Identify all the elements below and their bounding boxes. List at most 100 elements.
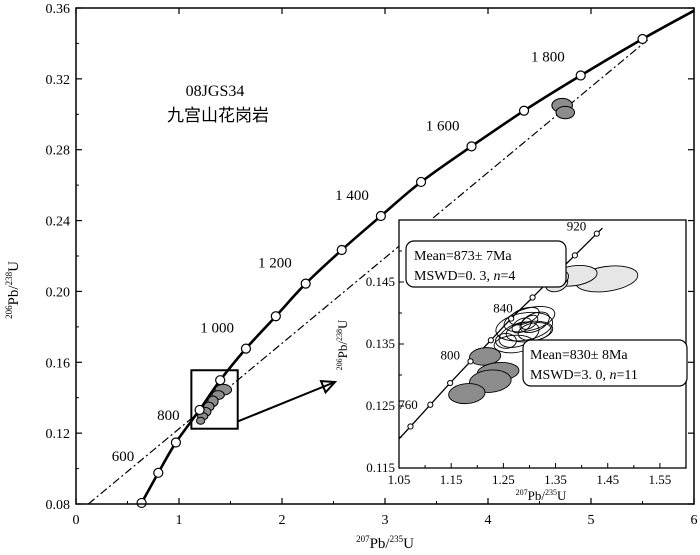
main-y-label-main: Pb/ — [6, 285, 22, 306]
inset-x-tick-label: 1.15 — [440, 472, 463, 487]
main-age-marker — [336, 244, 347, 256]
annotation-mean-lower-n-value: =11 — [616, 368, 637, 383]
inset-x-tick-label: 1.05 — [388, 472, 411, 487]
main-y-label-main2: U — [6, 261, 22, 272]
inset-x-label-sup2: 235 — [545, 488, 557, 497]
inset-age-marker — [593, 230, 600, 237]
main-y-tick-label: 0.12 — [46, 427, 71, 442]
inset-y-tick-label: 0.115 — [366, 460, 395, 475]
inset-x-axis-label: 207Pb/235U — [516, 488, 567, 503]
annotation-mean-upper: Mean=873± 7Ma MSWD=0. 3, n=4 — [405, 240, 567, 288]
inset-y-tick-label: 0.135 — [366, 336, 395, 351]
annotation-mean-lower: Mean=830± 8Ma MSWD=3. 0, n=11 — [522, 339, 688, 387]
zoom-box — [190, 369, 239, 430]
inset-x-tick-label: 1.55 — [649, 472, 672, 487]
main-y-tick-label: 0.20 — [46, 285, 71, 300]
main-age-marker — [215, 375, 226, 386]
annotation-mean-upper-n-value: =4 — [500, 269, 515, 284]
inset-x-label-main2: U — [557, 488, 567, 503]
main-age-label: 1 000 — [200, 321, 234, 337]
annotation-mean-lower-line1: Mean=830± 8Ma — [530, 348, 628, 363]
main-y-label-sup: 206 — [4, 305, 14, 319]
main-age-marker — [170, 437, 182, 448]
main-x-label-sup2: 235 — [390, 534, 404, 544]
inset-age-label: 760 — [398, 397, 418, 412]
main-y-tick-label: 0.24 — [46, 215, 71, 230]
annotation-mean-lower-line2: MSWD=3. 0, n=11 — [530, 368, 638, 383]
main-age-marker — [153, 467, 164, 478]
main-age-marker — [194, 404, 205, 416]
inset-age-marker — [571, 252, 578, 259]
inset-age-label: 920 — [567, 219, 587, 234]
main-x-tick-label: 2 — [279, 513, 286, 528]
inset-data-ellipse — [495, 333, 517, 349]
annotation-mean-lower-box — [522, 339, 688, 387]
main-age-marker — [136, 497, 147, 509]
inset-y-tick-label: 0.125 — [366, 398, 395, 413]
inset-age-marker — [487, 337, 494, 344]
main-age-label: 1 400 — [335, 188, 369, 204]
main-age-marker — [300, 278, 311, 289]
annotation-mean-lower-n: n — [609, 368, 616, 383]
main-x-tick-label: 3 — [382, 513, 389, 528]
main-age-marker — [575, 70, 586, 81]
main-discordia-line — [87, 39, 649, 505]
annotation-mean-upper-line1: Mean=873± 7Ma — [414, 249, 512, 264]
main-age-marker — [270, 311, 281, 322]
inset-data-ellipse — [448, 383, 486, 405]
annotation-mean-upper-n: n — [493, 269, 500, 284]
main-x-tick-label: 1 — [176, 513, 183, 528]
main-discordia-layer — [87, 39, 649, 505]
inset-y-label-sup2: 238 — [335, 329, 344, 341]
main-y-tick-label: 0.32 — [46, 73, 71, 88]
zoom-arrow-head-icon — [319, 379, 338, 395]
inset-y-tick-label: 0.145 — [366, 274, 395, 289]
main-y-tick-label: 0.36 — [46, 2, 71, 17]
annotation-mean-upper-line2: MSWD=0. 3, n=4 — [414, 269, 515, 284]
inset-age-marker — [508, 315, 515, 322]
inset-x-tick-label: 1.45 — [596, 472, 619, 487]
main-y-tick-label: 0.28 — [46, 144, 71, 159]
inset-x-tick-label: 1.25 — [492, 472, 515, 487]
main-x-tick-label: 5 — [588, 513, 595, 528]
main-marker-layer: 600 800 1 000 1 200 1 400 1 600 1 800 — [112, 33, 648, 509]
main-axes: 0 1 2 3 4 5 6 0.08 0.12 0.16 0.20 0.24 0.28 0.32 0.36 — [46, 2, 698, 528]
main-age-label: 800 — [157, 408, 180, 424]
main-age-label: 600 — [112, 449, 135, 465]
annotation-mean-upper-mswd: MSWD=0. 3, — [414, 269, 493, 284]
main-age-marker — [637, 33, 648, 45]
main-x-label-sup: 207 — [356, 534, 370, 544]
inset-age-marker — [447, 379, 454, 387]
inset-age-marker — [529, 294, 536, 301]
main-x-tick-label: 6 — [691, 513, 698, 528]
inset-x-label-sup: 207 — [516, 488, 528, 497]
main-age-label: 1 600 — [426, 118, 460, 134]
main-age-label: 1 800 — [531, 49, 565, 65]
rock-label: 九宫山花岗岩 — [167, 106, 269, 126]
inset-data-ellipse — [503, 306, 556, 333]
main-y-tick-label: 0.08 — [46, 498, 71, 513]
inset-y-label-sup: 206 — [335, 358, 344, 370]
inset-plot: 760800840880920 1.051.151.251.351.451.55… — [335, 219, 688, 503]
inset-axes: 1.05 1.15 1.25 1.35 1.45 1.55 0.115 0.125 0.135 0… — [366, 219, 687, 487]
inset-age-marker — [467, 358, 474, 365]
main-concordia-curve — [140, 9, 695, 504]
inset-age-marker — [427, 401, 434, 408]
inset-y-axis-label: 206Pb/238U — [335, 319, 350, 370]
main-x-tick-label: 0 — [73, 513, 80, 528]
zoom-arrow — [237, 381, 336, 423]
annotation-mean-upper-box — [405, 240, 567, 288]
main-x-axis-label: 207Pb/235U — [356, 534, 414, 552]
inset-data-ellipse — [511, 317, 532, 334]
main-x-label-main2: U — [403, 536, 414, 552]
inset-data-ellipse — [498, 321, 540, 348]
main-age-marker — [375, 210, 386, 222]
main-age-marker — [240, 343, 252, 354]
main-age-label: 1 200 — [258, 256, 292, 272]
inset-y-label-main: Pb/ — [335, 341, 350, 359]
main-data-ellipse — [196, 416, 206, 425]
main-y-tick-label: 0.16 — [46, 356, 71, 371]
main-x-tick-label: 4 — [485, 513, 492, 528]
